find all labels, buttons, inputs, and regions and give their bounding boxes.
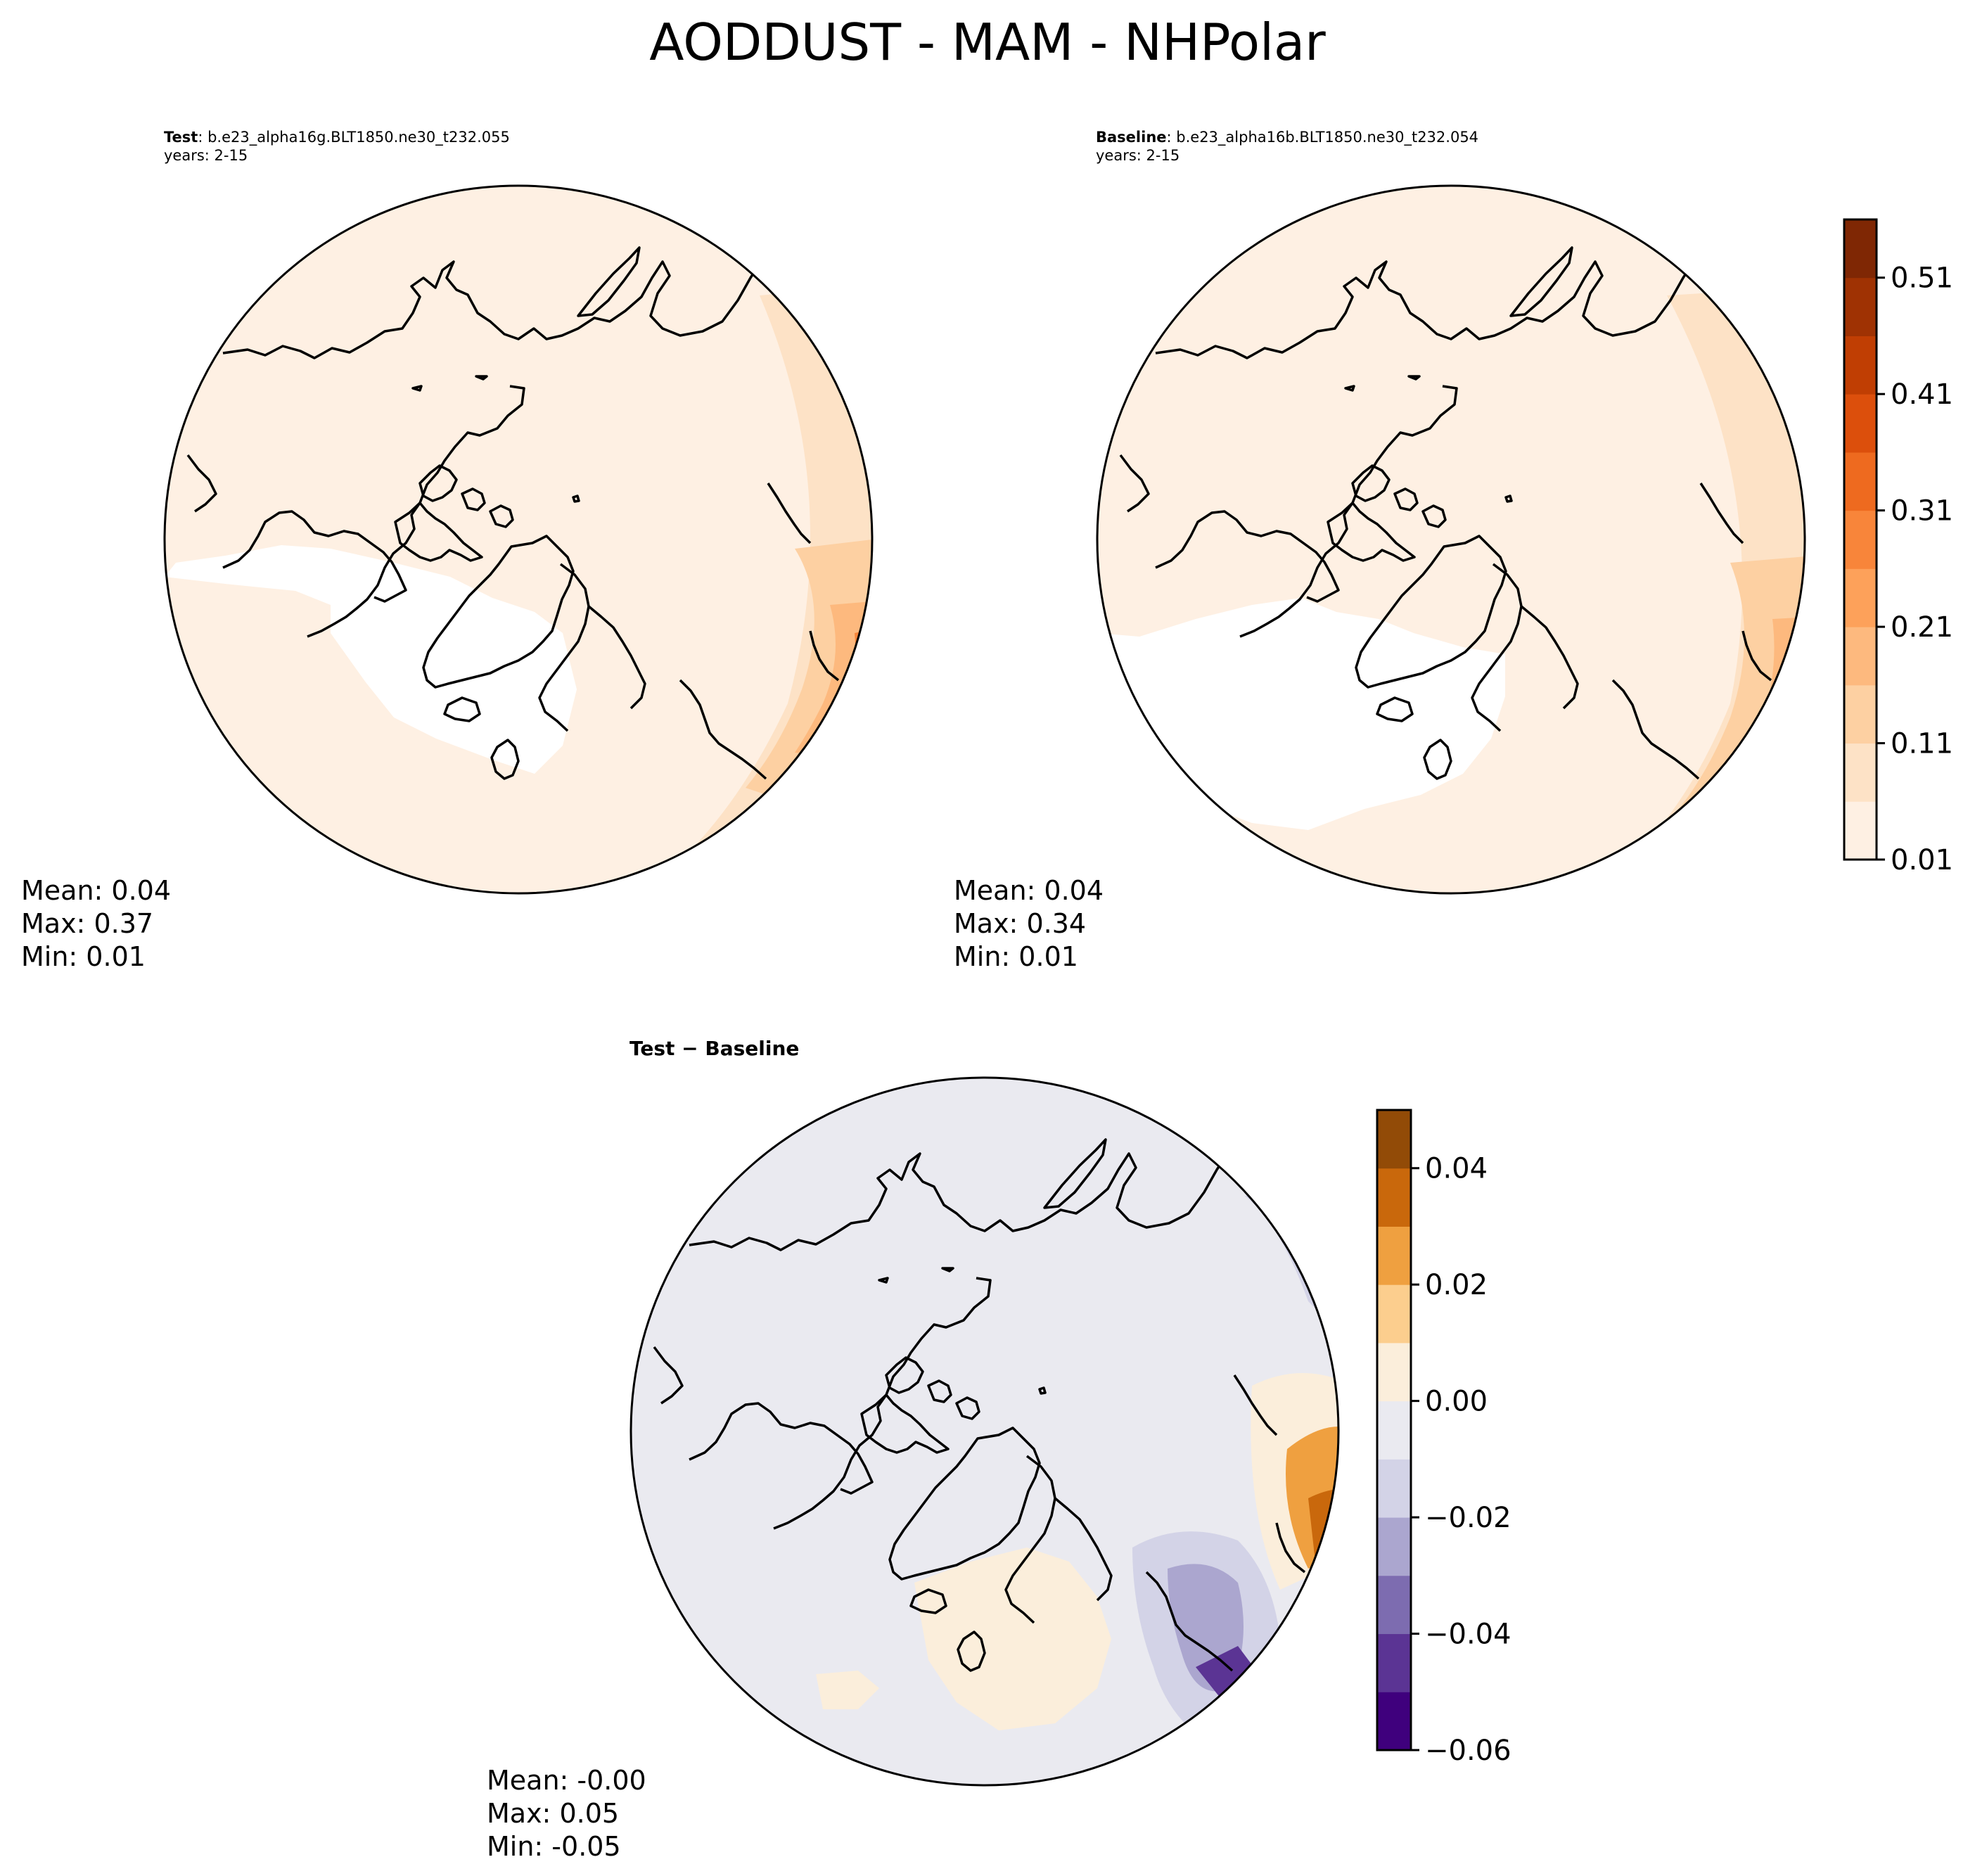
diff-colorbar-color-step — [1377, 1284, 1411, 1344]
baseline-years: years: 2-15 — [1096, 147, 1180, 164]
diff-colorbar-color-step — [1377, 1517, 1411, 1576]
diff-colorbar-color-step — [1377, 1692, 1411, 1751]
test-panel-header: Test: b.e23_alpha16g.BLT1850.ne30_t232.0… — [164, 128, 510, 165]
diff-map — [629, 1076, 1340, 1787]
main-colorbar-color-step — [1844, 510, 1877, 569]
diff-colorbar-color-step — [1377, 1633, 1411, 1692]
diff-positive-region-2 — [816, 1671, 879, 1709]
diff-mean: Mean: -0.00 — [487, 1765, 646, 1796]
diff-colorbar-tick-label: −0.04 — [1425, 1619, 1511, 1651]
test-mean: Mean: 0.04 — [21, 875, 172, 906]
main-colorbar-color-step — [1844, 219, 1877, 279]
baseline-case-name: : b.e23_alpha16b.BLT1850.ne30_t232.054 — [1166, 129, 1479, 146]
diff-colorbar-tick-label: 0.02 — [1425, 1269, 1488, 1301]
diff-colorbar-tick-label: 0.00 — [1425, 1386, 1488, 1418]
main-colorbar: 0.01 0.11 0.21 0.31 0.41 0.51 — [1843, 218, 1953, 876]
diff-negative-region-3 — [1196, 1646, 1259, 1702]
main-colorbar-color-step — [1844, 336, 1877, 395]
main-colorbar-border — [1843, 218, 1878, 861]
figure-title: AODDUST - MAM - NHPolar — [649, 13, 1326, 72]
diff-map-border — [629, 1076, 1340, 1787]
test-stats: Mean: 0.04 Max: 0.37 Min: 0.01 — [21, 874, 171, 974]
diff-colorbar: −0.06 −0.04 −0.02 0.00 0.02 0.04 — [1376, 1109, 1511, 1767]
main-colorbar-tick-label: 0.51 — [1891, 262, 1953, 295]
baseline-max: Max: 0.34 — [954, 908, 1087, 939]
diff-colorbar-border — [1376, 1109, 1412, 1751]
diff-colorbar-color-step — [1377, 1459, 1411, 1518]
main-colorbar-color-step — [1844, 684, 1877, 744]
test-years: years: 2-15 — [164, 147, 248, 164]
diff-stats: Mean: -0.00 Max: 0.05 Min: -0.05 — [487, 1764, 646, 1863]
diff-panel-title: Test − Baseline — [629, 1037, 800, 1060]
main-colorbar-tick-label: 0.31 — [1891, 495, 1953, 528]
baseline-label: Baseline — [1096, 129, 1167, 146]
baseline-map-border — [1096, 184, 1806, 895]
diff-colorbar-color-step — [1377, 1575, 1411, 1635]
diff-colorbar-color-step — [1377, 1342, 1411, 1402]
diff-colorbar-color-step — [1377, 1110, 1411, 1169]
main-colorbar-tick-label: 0.41 — [1891, 378, 1953, 411]
main-colorbar-color-step — [1844, 568, 1877, 627]
diff-colorbar-tick-label: −0.06 — [1425, 1735, 1511, 1767]
test-max: Max: 0.37 — [21, 908, 154, 939]
baseline-mean: Mean: 0.04 — [954, 875, 1104, 906]
diff-colorbar-color-step — [1377, 1226, 1411, 1285]
test-label: Test — [164, 129, 198, 146]
diff-positive-region-1 — [914, 1548, 1111, 1730]
main-colorbar-color-step — [1844, 394, 1877, 453]
main-colorbar-color-step — [1844, 277, 1877, 336]
diff-max: Max: 0.05 — [487, 1798, 620, 1829]
baseline-panel-header: Baseline: b.e23_alpha16b.BLT1850.ne30_t2… — [1096, 128, 1478, 165]
baseline-stats: Mean: 0.04 Max: 0.34 Min: 0.01 — [954, 874, 1104, 974]
main-colorbar-color-step — [1844, 743, 1877, 802]
main-colorbar-tick-label: 0.01 — [1891, 844, 1953, 876]
test-map-border — [163, 184, 874, 895]
diff-colorbar-tick-label: 0.04 — [1425, 1153, 1488, 1185]
diff-colorbar-color-step — [1377, 1400, 1411, 1460]
baseline-contour-band-3 — [1758, 612, 1805, 753]
main-colorbar-tick-label: 0.21 — [1891, 611, 1953, 644]
diff-colorbar-tick-label: −0.02 — [1425, 1502, 1511, 1534]
baseline-missing-region — [1097, 598, 1505, 830]
main-colorbar-color-step — [1844, 627, 1877, 686]
diff-colorbar-color-step — [1377, 1168, 1411, 1227]
test-map-background — [165, 186, 872, 893]
baseline-map — [1096, 184, 1806, 895]
diff-min: Min: -0.05 — [487, 1831, 621, 1862]
test-case-name: : b.e23_alpha16g.BLT1850.ne30_t232.055 — [198, 129, 510, 146]
test-min: Min: 0.01 — [21, 941, 146, 972]
baseline-min: Min: 0.01 — [954, 941, 1078, 972]
main-colorbar-color-step — [1844, 801, 1877, 860]
main-colorbar-color-step — [1844, 452, 1877, 511]
test-map — [163, 184, 874, 895]
main-colorbar-tick-label: 0.11 — [1891, 728, 1953, 760]
